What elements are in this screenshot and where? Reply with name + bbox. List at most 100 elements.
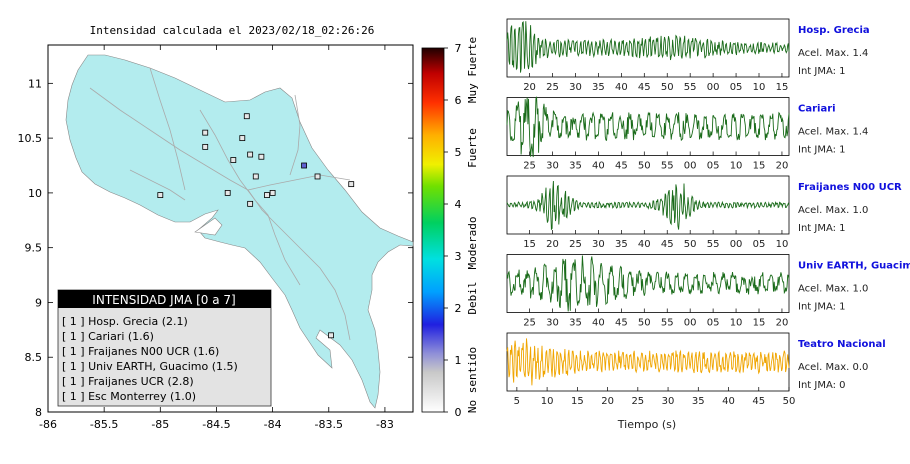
y-tick-label: 9 (35, 296, 42, 309)
road (89, 87, 249, 191)
waveform-trace (506, 338, 790, 386)
legend-header (58, 290, 271, 308)
waveform-tick-label: 15 (523, 239, 536, 250)
station-intensity: Int JMA: 1 (798, 302, 846, 313)
y-tick-label: 11 (28, 77, 42, 90)
station-marker (202, 129, 209, 136)
x-tick-label: -85.5 (90, 418, 118, 431)
station-intensity: Int JMA: 0 (798, 380, 846, 391)
waveform-tick-label: 55 (661, 161, 674, 172)
station-marker (258, 153, 265, 160)
map-y-axis: 11 10.5 10 9.5 9 8.5 8 (18, 77, 413, 419)
waveform-panels: 20 25 30 35 40 45 50 55 00 05 10 15 Hosp. Grecia Acel… (506, 18, 910, 407)
legend-item: [ 1 ] Cariari (1.6) (62, 330, 154, 343)
waveform-tick-label: 55 (707, 239, 720, 250)
waveform-tick-label: 05 (730, 82, 743, 93)
waveform-tick-label: 15 (753, 161, 766, 172)
colorbar-gradient (421, 47, 445, 413)
waveform-tick-label: 10 (541, 396, 554, 407)
road-network (89, 67, 351, 341)
colorbar-tick-label: 2 (455, 302, 462, 315)
y-tick-label: 10.5 (18, 132, 43, 145)
station-marker (328, 332, 334, 339)
legend-item: [ 1 ] Fraijanes UCR (2.8) (62, 375, 194, 388)
waveform-frame (506, 97, 790, 156)
station-markers (157, 113, 355, 339)
map-x-axis: -86 -85.5 -85 -84.5 -84 -83.5 -83 (39, 45, 394, 431)
station-marker (314, 173, 321, 180)
legend-title: INTENSIDAD JMA [0 a 7] (92, 293, 235, 307)
waveform-tick-label: 50 (638, 318, 651, 329)
waveform-tick-label: 30 (546, 318, 559, 329)
waveform-tick-label: 05 (707, 161, 720, 172)
waveform-tick-label: 40 (638, 239, 651, 250)
waveform-x-label: Tiempo (s) (617, 418, 676, 431)
waveform-tick-label: 35 (615, 239, 628, 250)
waveform-panel: 25 30 35 40 45 50 55 00 05 10 15 20 Cariari Acel. Max… (506, 96, 868, 172)
station-intensity: Int JMA: 1 (798, 223, 846, 234)
legend-item: [ 1 ] Esc Monterrey (1.0) (62, 390, 196, 403)
waveform-tick-label: 25 (546, 82, 559, 93)
station-marker (243, 113, 250, 120)
colorbar-tick-label: 0 (455, 406, 462, 419)
station-marker (202, 143, 209, 150)
station-accel: Acel. Max. 1.4 (798, 127, 868, 138)
legend-item: [ 1 ] Fraijanes N00 UCR (1.6) (62, 345, 219, 358)
y-tick-label: 10 (28, 187, 42, 200)
station-marker (247, 151, 254, 158)
road (289, 94, 301, 176)
waveform-tick-label: 05 (753, 239, 766, 250)
waveform-tick-label: 35 (569, 318, 582, 329)
waveform-tick-label: 30 (546, 161, 559, 172)
station-marker (230, 157, 237, 163)
waveform-tick-label: 15 (776, 82, 789, 93)
waveform-tick-label: 40 (592, 161, 605, 172)
waveform-tick-label: 35 (569, 161, 582, 172)
station-marker (239, 135, 246, 142)
waveform-tick-label: 10 (730, 318, 743, 329)
road (149, 67, 186, 191)
road (239, 179, 301, 286)
waveform-tick-label: 30 (662, 396, 675, 407)
station-intensity: Int JMA: 1 (798, 66, 846, 77)
intensity-colorbar: 0 1 2 3 4 5 6 7 No sentido Debil Moderado Fuert… (421, 37, 479, 419)
waveform-tick-label: 30 (569, 82, 582, 93)
colorbar-label: No sentido (466, 347, 479, 413)
waveform-tick-label: 15 (571, 396, 584, 407)
station-name: Fraijanes N00 UCR (798, 182, 902, 193)
waveform-tick-label: 50 (638, 161, 651, 172)
x-tick-label: -85 (151, 418, 169, 431)
colorbar-tick-label: 3 (455, 250, 462, 263)
waveform-panel: 25 30 35 40 45 50 55 00 05 10 15 20 Univ EARTH, Guac… (506, 254, 910, 329)
road (129, 169, 186, 201)
waveform-tick-label: 10 (776, 239, 789, 250)
colorbar-label: Fuerte (466, 128, 479, 168)
waveform-tick-label: 45 (615, 161, 628, 172)
nicoya-inner-coast (194, 217, 223, 236)
waveform-tick-label: 20 (601, 396, 614, 407)
waveform-tick-label: 00 (707, 82, 720, 93)
waveform-tick-label: 20 (776, 161, 789, 172)
waveform-tick-label: 25 (523, 161, 536, 172)
x-tick-label: -83 (376, 418, 394, 431)
station-accel: Acel. Max. 1.4 (798, 48, 868, 59)
waveform-tick-label: 45 (752, 396, 765, 407)
road (247, 174, 351, 191)
waveform-frame (506, 254, 790, 313)
station-name: Univ EARTH, Guacimo (798, 261, 910, 272)
road (247, 189, 351, 341)
x-tick-label: -83.5 (315, 418, 343, 431)
y-tick-label: 8.5 (25, 351, 43, 364)
x-tick-label: -84.5 (202, 418, 230, 431)
waveform-tick-label: 10 (730, 161, 743, 172)
waveform-tick-label: 55 (661, 318, 674, 329)
waveform-tick-label: 30 (592, 239, 605, 250)
station-marker (157, 192, 164, 198)
waveform-tick-label: 20 (776, 318, 789, 329)
waveform-panel: 5 10 15 20 25 30 35 40 45 50 Teatro Nacional Acel. … (506, 332, 886, 407)
costa-rica-land (65, 54, 414, 409)
waveform-tick-label: 40 (592, 318, 605, 329)
waveform-tick-label: 00 (684, 161, 697, 172)
station-name: Cariari (798, 104, 836, 115)
